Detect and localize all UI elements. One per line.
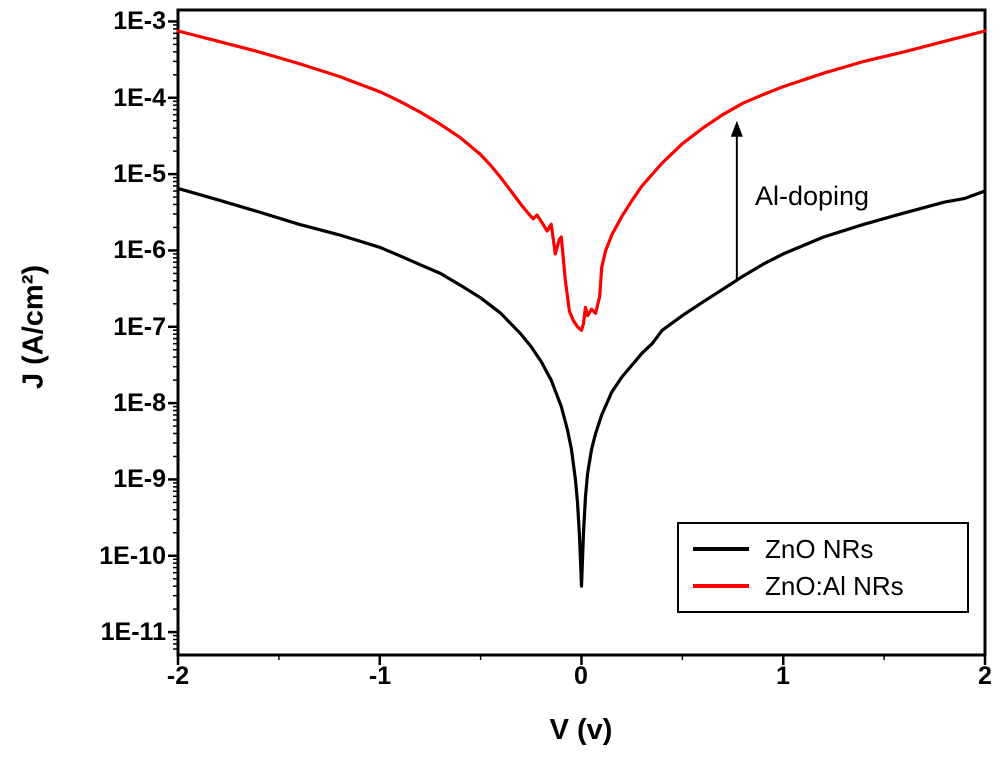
y-tick-label: 1E-11 (100, 618, 166, 646)
x-tick-label: -2 (166, 662, 190, 690)
x-axis-label: V (v) (549, 714, 613, 746)
y-tick-label: 1E-8 (113, 389, 166, 417)
x-tick-label: 0 (574, 662, 588, 690)
annotation-al-doping: Al-doping (755, 181, 870, 211)
legend: ZnO NRs ZnO:Al NRs (677, 522, 969, 614)
y-tick-label: 1E-7 (113, 313, 166, 341)
legend-swatch (693, 583, 749, 588)
y-tick-label: 1E-6 (113, 236, 166, 264)
y-tick-label: 1E-4 (113, 84, 166, 112)
legend-item-zno-al: ZnO:Al NRs (679, 568, 967, 605)
x-tick-label: -1 (368, 662, 392, 690)
legend-item-zno: ZnO NRs (679, 531, 967, 568)
y-tick-label: 1E-9 (113, 465, 166, 493)
x-tick-label: 2 (978, 662, 992, 690)
x-tick-label: 1 (776, 662, 790, 690)
y-tick-label: 1E-5 (113, 160, 166, 188)
y-axis-label: J (A/cm²) (17, 264, 50, 390)
y-tick-label: 1E-3 (113, 7, 166, 35)
legend-label: ZnO:Al NRs (765, 570, 904, 601)
legend-label: ZnO NRs (765, 534, 874, 564)
legend-swatch (693, 547, 749, 552)
y-tick-label: 1E-10 (99, 542, 166, 570)
